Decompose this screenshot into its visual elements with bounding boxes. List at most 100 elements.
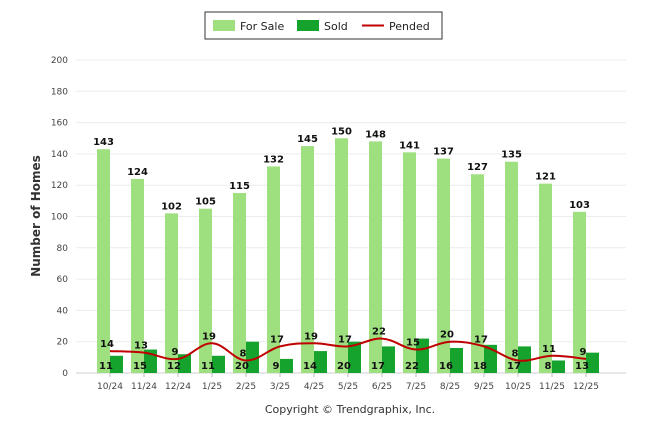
- data-label-sold: 18: [473, 361, 487, 372]
- legend-swatch-for-sale: [213, 20, 235, 31]
- data-label-sold: 14: [303, 361, 317, 372]
- data-label-pended: 20: [440, 330, 454, 341]
- pended-line: [109, 337, 587, 362]
- bar-sold: [280, 358, 293, 373]
- bar-for-sale: [573, 211, 586, 373]
- data-label-for-sale: 121: [535, 172, 556, 183]
- data-label-sold: 22: [405, 361, 419, 372]
- x-tick-label: 10/24: [97, 382, 123, 392]
- bar-for-sale: [403, 152, 416, 373]
- data-label-sold: 11: [99, 361, 113, 372]
- data-label-for-sale: 115: [229, 181, 250, 192]
- data-label-pended: 9: [172, 347, 179, 358]
- data-label-pended: 17: [474, 334, 488, 345]
- x-tick-label: 11/25: [539, 382, 565, 392]
- legend-label-pended: Pended: [389, 20, 430, 33]
- bar-sold: [212, 355, 225, 373]
- bar-for-sale: [97, 149, 110, 373]
- x-tick-label: 11/24: [131, 382, 157, 392]
- bar-for-sale: [369, 141, 382, 373]
- bar-for-sale: [505, 161, 518, 373]
- bar-sold: [314, 351, 327, 373]
- data-label-for-sale: 127: [467, 162, 488, 173]
- x-tick-label: 9/25: [474, 382, 494, 392]
- bar-sold: [382, 346, 395, 373]
- data-label-sold: 15: [133, 361, 147, 372]
- bar-for-sale: [199, 208, 212, 373]
- x-tick-label: 5/25: [338, 382, 358, 392]
- bar-sold: [416, 338, 429, 373]
- y-axis-ticks: 0 20 40 60 80 100 120 140 160 180 200: [51, 56, 68, 379]
- data-label-for-sale: 132: [263, 154, 284, 165]
- y-tick-label: 160: [51, 119, 68, 129]
- data-label-for-sale: 103: [569, 200, 590, 211]
- data-labels: 143 11 14 124 15 13 102 12 9 105 11 19 115 20 8 132 9 17 1…: [93, 126, 590, 372]
- y-tick-label: 140: [51, 150, 68, 160]
- data-label-sold: 20: [235, 361, 249, 372]
- x-tick-label: 10/25: [505, 382, 531, 392]
- data-label-pended: 9: [580, 347, 587, 358]
- data-label-sold: 20: [337, 361, 351, 372]
- data-label-for-sale: 137: [433, 147, 454, 158]
- y-tick-label: 20: [57, 338, 69, 348]
- y-tick-label: 0: [62, 369, 68, 379]
- y-tick-label: 180: [51, 87, 68, 97]
- data-label-pended: 11: [542, 344, 556, 355]
- data-label-sold: 13: [575, 361, 589, 372]
- x-tick-label: 2/25: [236, 382, 256, 392]
- data-label-for-sale: 105: [195, 197, 216, 208]
- data-label-for-sale: 124: [127, 167, 148, 178]
- data-label-pended: 19: [202, 331, 216, 342]
- legend: For Sale Sold Pended: [204, 11, 443, 40]
- x-tick-label: 3/25: [270, 382, 290, 392]
- data-label-sold: 9: [273, 361, 280, 372]
- y-axis-label: Number of Homes: [29, 155, 43, 277]
- legend-label-sold: Sold: [324, 20, 348, 33]
- x-tick-label: 12/24: [165, 382, 191, 392]
- bar-for-sale: [233, 193, 246, 373]
- bar-sold: [552, 360, 565, 373]
- data-label-pended: 19: [304, 331, 318, 342]
- data-label-pended: 17: [270, 334, 284, 345]
- data-label-pended: 15: [406, 338, 420, 349]
- x-tick-label: 4/25: [304, 382, 324, 392]
- bar-sold: [348, 341, 361, 373]
- data-label-pended: 8: [240, 348, 247, 359]
- bar-for-sale: [131, 178, 144, 373]
- copyright-footer: Copyright © Trendgraphix, Inc.: [265, 403, 435, 416]
- bars: [97, 138, 599, 373]
- data-label-for-sale: 141: [399, 140, 420, 151]
- data-label-for-sale: 145: [297, 134, 318, 145]
- bar-for-sale: [267, 166, 280, 373]
- data-label-sold: 16: [439, 361, 453, 372]
- bar-for-sale: [471, 174, 484, 373]
- y-tick-label: 80: [57, 244, 69, 254]
- x-tick-label: 7/25: [406, 382, 426, 392]
- bar-sold: [246, 341, 259, 373]
- data-label-for-sale: 150: [331, 126, 352, 137]
- y-tick-label: 40: [57, 306, 69, 316]
- data-label-for-sale: 135: [501, 150, 522, 161]
- data-label-sold: 8: [545, 361, 552, 372]
- data-label-pended: 14: [100, 339, 114, 350]
- data-label-sold: 11: [201, 361, 215, 372]
- data-label-pended: 17: [338, 334, 352, 345]
- legend-swatch-sold: [297, 20, 319, 31]
- x-tick-label: 6/25: [372, 382, 392, 392]
- bar-sold: [110, 355, 123, 373]
- bar-for-sale: [301, 146, 314, 373]
- legend-label-for-sale: For Sale: [240, 20, 284, 33]
- bar-sold: [484, 344, 497, 373]
- y-tick-label: 100: [51, 213, 68, 223]
- data-label-sold: 17: [371, 361, 385, 372]
- y-tick-label: 200: [51, 56, 68, 66]
- data-label-for-sale: 102: [161, 201, 182, 212]
- x-axis-ticks: 10/24 11/24 12/24 1/25 2/25 3/25 4/25 5/25 6/25 7…: [97, 373, 599, 392]
- data-label-pended: 13: [134, 341, 148, 352]
- y-tick-label: 120: [51, 181, 68, 191]
- bar-sold: [586, 352, 599, 373]
- bar-for-sale: [335, 138, 348, 373]
- bar-for-sale: [437, 158, 450, 373]
- data-label-for-sale: 148: [365, 129, 386, 140]
